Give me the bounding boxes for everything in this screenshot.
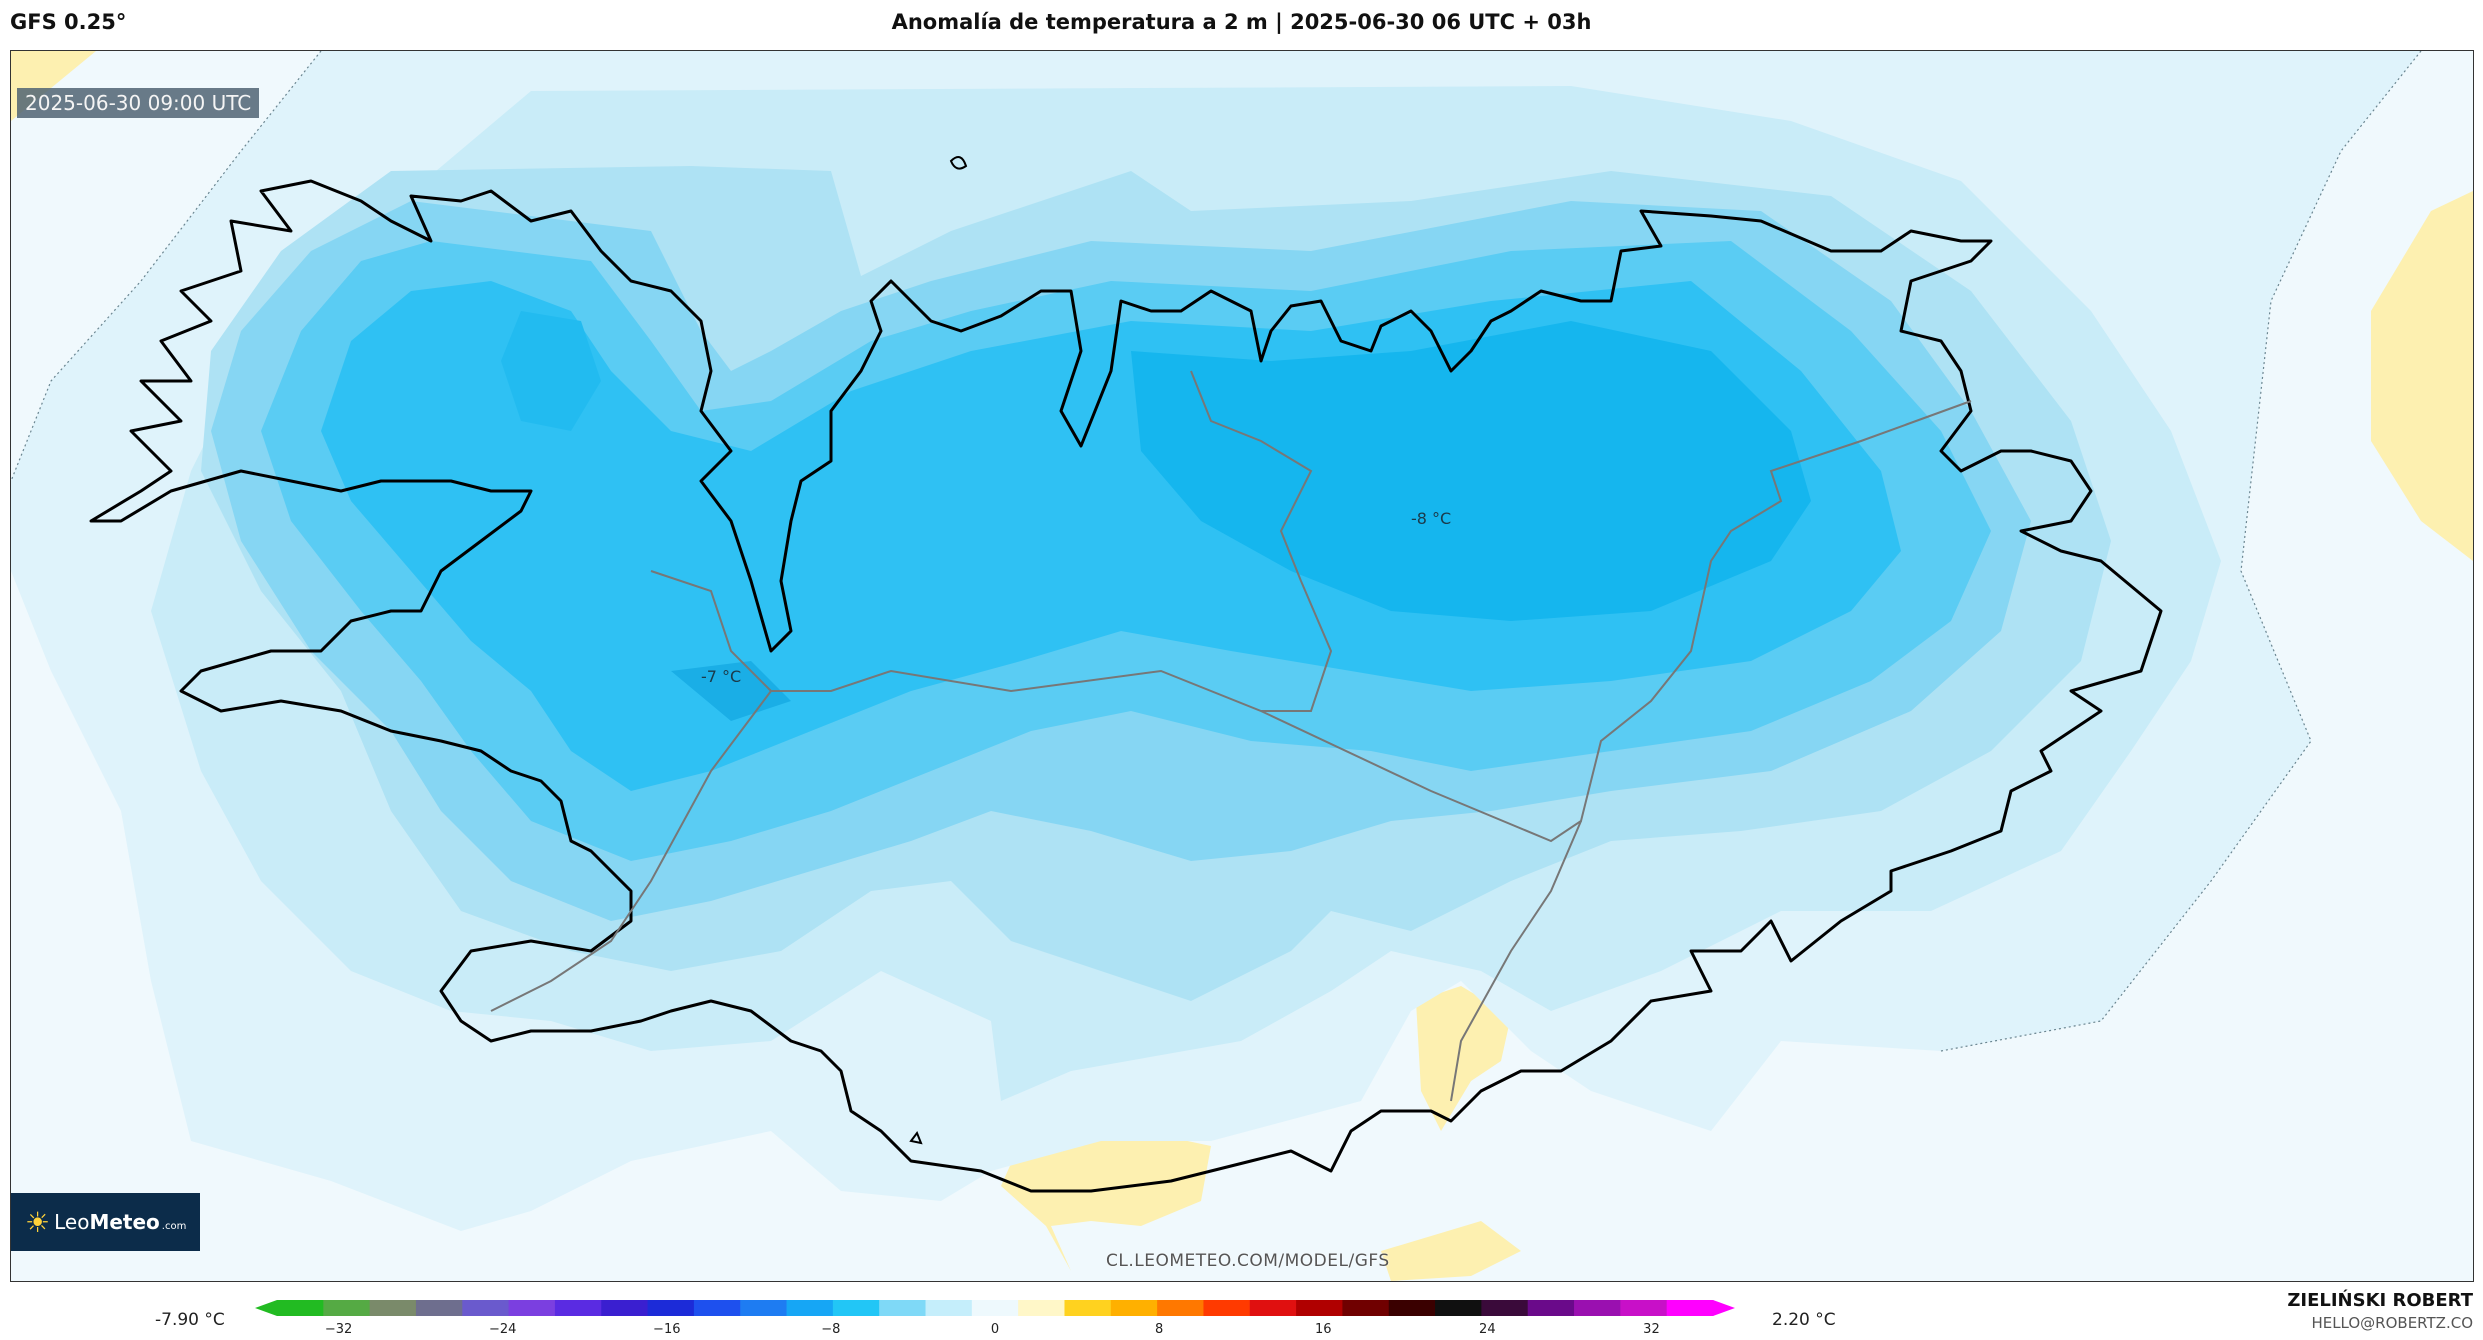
sun-icon: ☀ (25, 1205, 51, 1239)
region-border (1260, 400, 1972, 843)
logo-domain: .com (161, 1220, 187, 1232)
logo-brand-suffix: Meteo (89, 1210, 160, 1234)
colorbar-graphic (255, 1300, 1735, 1316)
colorbar-tick-label: 8 (1154, 1322, 1164, 1337)
author-name: ZIELIŃSKI ROBERT (2287, 1290, 2473, 1311)
contour-line (11, 51, 322, 482)
colorbar-segment (554, 1300, 602, 1316)
positive-anomaly-patch (1001, 1129, 1211, 1271)
colorbar-segment (1110, 1300, 1158, 1316)
colorbar-segment (1203, 1300, 1251, 1316)
colorbar-segment (1296, 1300, 1343, 1316)
colorbar-segment (647, 1300, 695, 1316)
colorbar-tick-label: −16 (653, 1322, 681, 1337)
colorbar-segment (740, 1300, 788, 1316)
colorbar-tick-label: 0 (990, 1322, 1000, 1337)
coastline (89, 179, 2163, 1193)
colorbar-segment (832, 1300, 880, 1316)
model-title: GFS 0.25° (10, 10, 127, 34)
colorbar-segment (1574, 1300, 1621, 1316)
colorbar-segment (1249, 1300, 1297, 1316)
valid-time-badge: 2025-06-30 09:00 UTC (17, 88, 260, 118)
colorbar-segment (508, 1300, 556, 1316)
positive-anomaly-patch (2371, 191, 2473, 561)
colorbar-segment (693, 1300, 741, 1316)
colorbar-tick-label: −32 (324, 1322, 353, 1337)
colorbar: −32 −24 −16 −8 0 8 16 24 32 (255, 1300, 1735, 1340)
region-border (1450, 820, 1582, 1102)
positive-anomaly-patch (1416, 986, 1511, 1131)
contour-line (1940, 51, 2422, 1052)
map-panel[interactable]: 2025-06-30 09:00 UTC -7 °C -8 °C ☀ Leo Me… (10, 50, 2474, 1282)
logo-brand-prefix: Leo (54, 1210, 90, 1234)
colorbar-segment (323, 1300, 371, 1316)
colorbar-tick-label: 24 (1479, 1322, 1496, 1337)
anomaly-band-minus7 (1131, 321, 1811, 621)
colorbar-segment (1157, 1300, 1204, 1316)
colorbar-segment (1342, 1300, 1390, 1316)
map-canvas (11, 51, 2473, 1281)
anomaly-band-minus6-spot (501, 311, 601, 431)
leometeo-logo[interactable]: ☀ Leo Meteo .com (11, 1193, 200, 1251)
colorbar-segment (415, 1300, 463, 1316)
small-island (909, 1130, 923, 1145)
colorbar-max-arrow (1713, 1300, 1735, 1316)
colorbar-tick-label: 32 (1643, 1322, 1660, 1337)
max-value-label: 2.20 °C (1772, 1310, 1836, 1330)
colorbar-segment (1018, 1300, 1065, 1316)
colorbar-segment (1435, 1300, 1482, 1316)
small-island (949, 156, 968, 170)
colorbar-segment (277, 1300, 324, 1316)
colorbar-segment (879, 1300, 927, 1316)
colorbar-segment (1666, 1300, 1714, 1316)
colorbar-segment (369, 1300, 417, 1316)
colorbar-segment (1620, 1300, 1668, 1316)
contour-label: -8 °C (1411, 509, 1452, 528)
colorbar-segment (1064, 1300, 1112, 1316)
contour-label: -7 °C (701, 667, 742, 686)
colorbar-segment (462, 1300, 510, 1316)
colorbar-segment (971, 1300, 1019, 1316)
colorbar-tick-label: 16 (1314, 1322, 1332, 1337)
source-watermark: CL.LEOMETEO.COM/MODEL/GFS (1106, 1251, 1390, 1271)
min-value-label: -7.90 °C (155, 1310, 225, 1330)
colorbar-segment (925, 1300, 973, 1316)
colorbar-tick-label: −8 (821, 1322, 841, 1337)
chart-title: Anomalía de temperatura a 2 m | 2025-06-… (891, 10, 1592, 34)
colorbar-segment (1481, 1300, 1529, 1316)
author-email[interactable]: HELLO@ROBERTZ.CO (2311, 1314, 2473, 1332)
colorbar-segment (1388, 1300, 1436, 1316)
colorbar-min-arrow (255, 1300, 277, 1316)
positive-anomaly-patch (1381, 1221, 1521, 1281)
colorbar-segment (1527, 1300, 1575, 1316)
colorbar-tick-label: −24 (488, 1322, 517, 1337)
colorbar-segment (601, 1300, 649, 1316)
anomaly-band-minus7-spot (671, 661, 791, 721)
colorbar-segment (786, 1300, 834, 1316)
region-border (490, 690, 772, 1012)
